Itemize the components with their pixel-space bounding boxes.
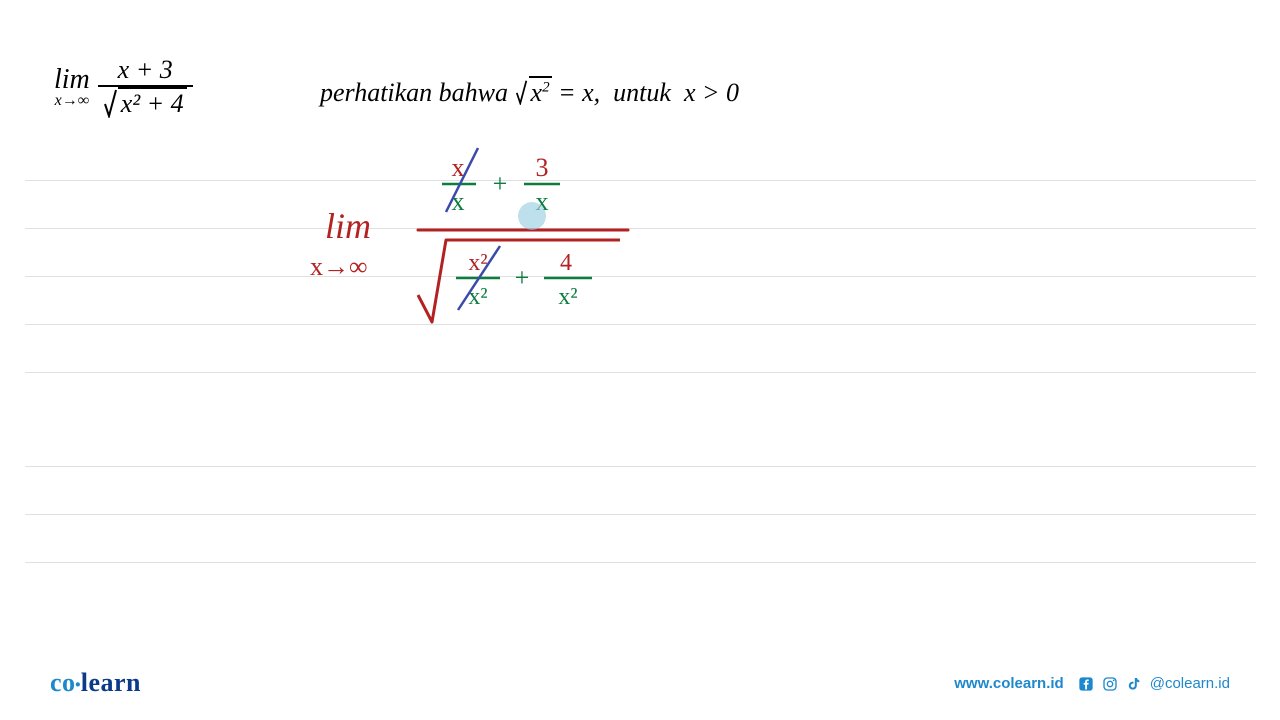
footer: co·learn www.colearn.id @colearn.id (0, 668, 1280, 700)
sqrt-icon (515, 79, 529, 105)
hw-lim-sub: x→∞ (310, 252, 368, 282)
svg-text:+: + (493, 169, 508, 198)
tiktok-icon (1126, 676, 1142, 692)
footer-handle: @colearn.id (1150, 675, 1230, 692)
svg-text:x: x (452, 187, 465, 216)
limit-problem: lim x→∞ x + 3 x² + 4 (54, 55, 193, 119)
cursor-highlight-icon (518, 202, 546, 230)
svg-text:x: x (452, 153, 465, 182)
footer-right: www.colearn.id @colearn.id (954, 675, 1230, 692)
social-icons: @colearn.id (1078, 675, 1230, 692)
svg-text:x²: x² (468, 250, 487, 276)
svg-text:4: 4 (560, 250, 572, 276)
facebook-icon (1078, 676, 1094, 692)
gridline (25, 466, 1256, 467)
lim-symbol: lim x→∞ (54, 64, 90, 110)
gridline (25, 562, 1256, 563)
instagram-icon (1102, 676, 1118, 692)
svg-text:x²: x² (558, 284, 577, 310)
numerator: x + 3 (112, 55, 179, 85)
hw-lim: lim (325, 205, 371, 247)
gridline (25, 514, 1256, 515)
gridline (25, 276, 1256, 277)
lim-subscript: x→∞ (55, 92, 90, 110)
radicand: x² + 4 (118, 87, 187, 119)
logo-co: co (50, 668, 76, 697)
gridline (25, 228, 1256, 229)
svg-text:3: 3 (536, 153, 549, 182)
fraction: x + 3 x² + 4 (98, 55, 193, 119)
svg-text:x²: x² (468, 284, 487, 310)
brand-logo: co·learn (50, 668, 141, 700)
gridline (25, 372, 1256, 373)
handwritten-expression: x x + 3 x x² x² + 4 x² (410, 140, 640, 340)
denominator: x² + 4 (98, 87, 193, 119)
footer-url: www.colearn.id (954, 675, 1063, 692)
gridline (25, 324, 1256, 325)
canvas: lim x→∞ x + 3 x² + 4 perhatikan bahwa x2… (0, 0, 1280, 720)
sqrt-icon (104, 88, 118, 118)
gridline (25, 180, 1256, 181)
svg-text:+: + (515, 263, 530, 292)
problem-note: perhatikan bahwa x2 = x, untuk x > 0 (320, 78, 739, 108)
logo-learn: learn (81, 668, 141, 697)
